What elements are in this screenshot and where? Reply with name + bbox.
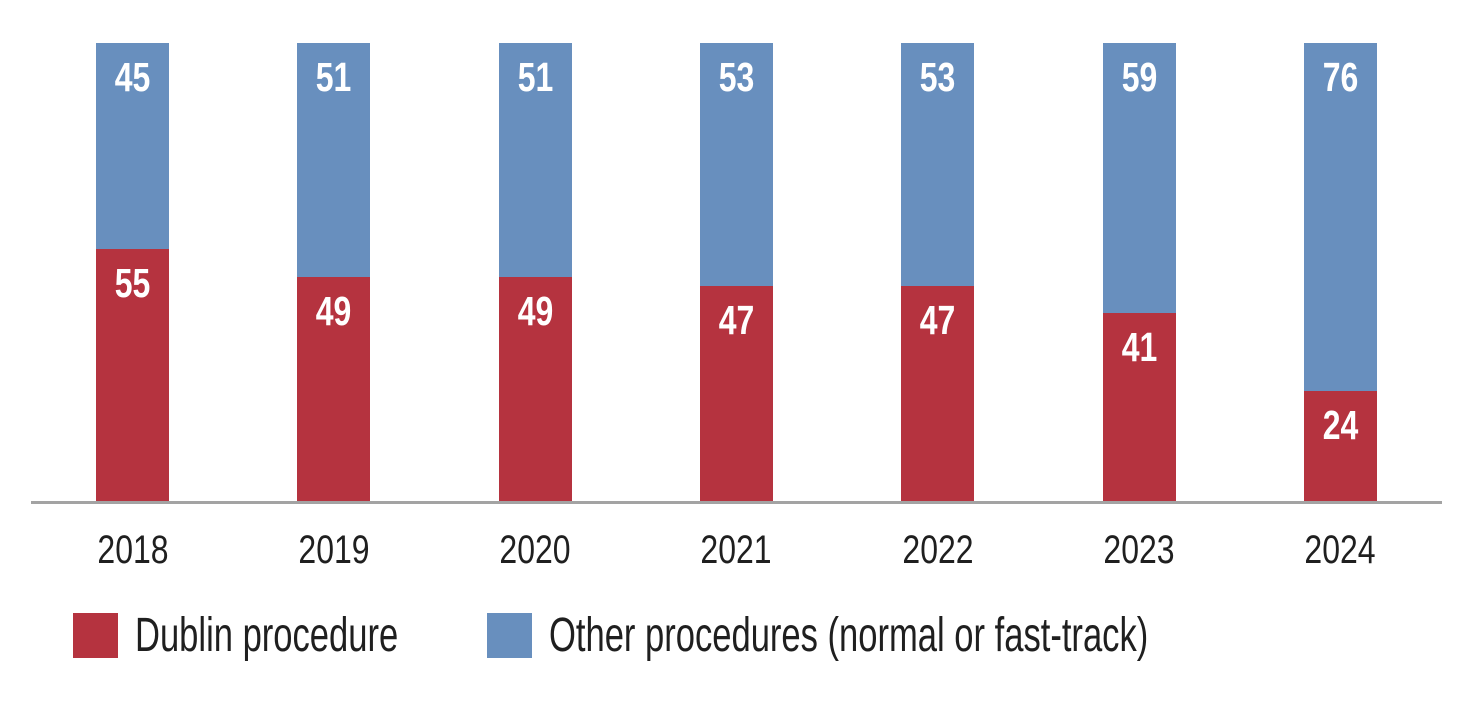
- value-label-dublin-2020: 49: [517, 287, 553, 334]
- bar-2024: 76 24: [1303, 43, 1377, 501]
- x-tick-label-2022: 2022: [902, 528, 974, 572]
- bar-segment-dublin-2020: 49: [498, 276, 572, 501]
- bar-segment-dublin-2019: 49: [297, 276, 371, 501]
- legend-item-dublin: Dublin procedure: [73, 608, 501, 662]
- bar-segment-dublin-2022: 47: [901, 285, 975, 501]
- bar-segment-dublin-2018: 55: [96, 249, 169, 501]
- bar-segment-other-2018: 45: [96, 43, 169, 250]
- bar-segment-dublin-2023: 41: [1102, 313, 1176, 501]
- value-label-other-2020: 51: [517, 54, 553, 100]
- bar-segment-dublin-2021: 47: [699, 285, 773, 501]
- bar-segment-other-2019: 51: [297, 43, 371, 277]
- value-label-dublin-2022: 47: [920, 296, 956, 343]
- value-label-other-2021: 53: [718, 54, 755, 100]
- value-label-dublin-2021: 47: [718, 296, 755, 343]
- x-tick-label-2019: 2019: [298, 528, 370, 572]
- bar-2018: 45 55: [96, 43, 169, 501]
- bar-segment-other-2024: 76: [1303, 43, 1377, 392]
- x-tick-label-2024: 2024: [1304, 528, 1377, 572]
- value-label-other-2023: 59: [1121, 54, 1157, 100]
- bar-segment-other-2023: 59: [1102, 43, 1176, 314]
- bar-segment-dublin-2024: 24: [1303, 391, 1377, 501]
- value-label-other-2024: 76: [1322, 54, 1359, 100]
- x-tick-label-2018: 2018: [96, 528, 169, 572]
- bar-segment-other-2022: 53: [901, 43, 975, 286]
- legend-item-other: Other procedures (normal or fast-track): [487, 608, 1381, 662]
- x-tick-label-2021: 2021: [700, 528, 773, 572]
- legend-label-dublin: Dublin procedure: [135, 608, 399, 662]
- x-tick-label-2020: 2020: [499, 528, 571, 572]
- value-label-other-2019: 51: [316, 54, 352, 100]
- bar-2022: 53 47: [901, 43, 975, 501]
- legend-label-other: Other procedures (normal or fast-track): [549, 608, 1149, 662]
- bar-2019: 51 49: [297, 43, 371, 501]
- bar-2023: 59 41: [1102, 43, 1176, 501]
- bar-segment-other-2020: 51: [498, 43, 572, 277]
- x-tick-label-2023: 2023: [1103, 528, 1175, 572]
- value-label-dublin-2019: 49: [316, 287, 352, 334]
- value-label-other-2018: 45: [114, 54, 151, 100]
- value-label-dublin-2024: 24: [1322, 402, 1359, 449]
- value-label-dublin-2018: 55: [114, 260, 151, 307]
- value-label-dublin-2023: 41: [1121, 324, 1157, 371]
- legend-swatch-other: [487, 613, 532, 658]
- legend-swatch-dublin: [73, 613, 118, 658]
- bar-2020: 51 49: [498, 43, 572, 501]
- bar-2021: 53 47: [699, 43, 773, 501]
- value-label-other-2022: 53: [920, 54, 956, 100]
- x-axis-line: [31, 501, 1442, 504]
- bar-segment-other-2021: 53: [699, 43, 773, 286]
